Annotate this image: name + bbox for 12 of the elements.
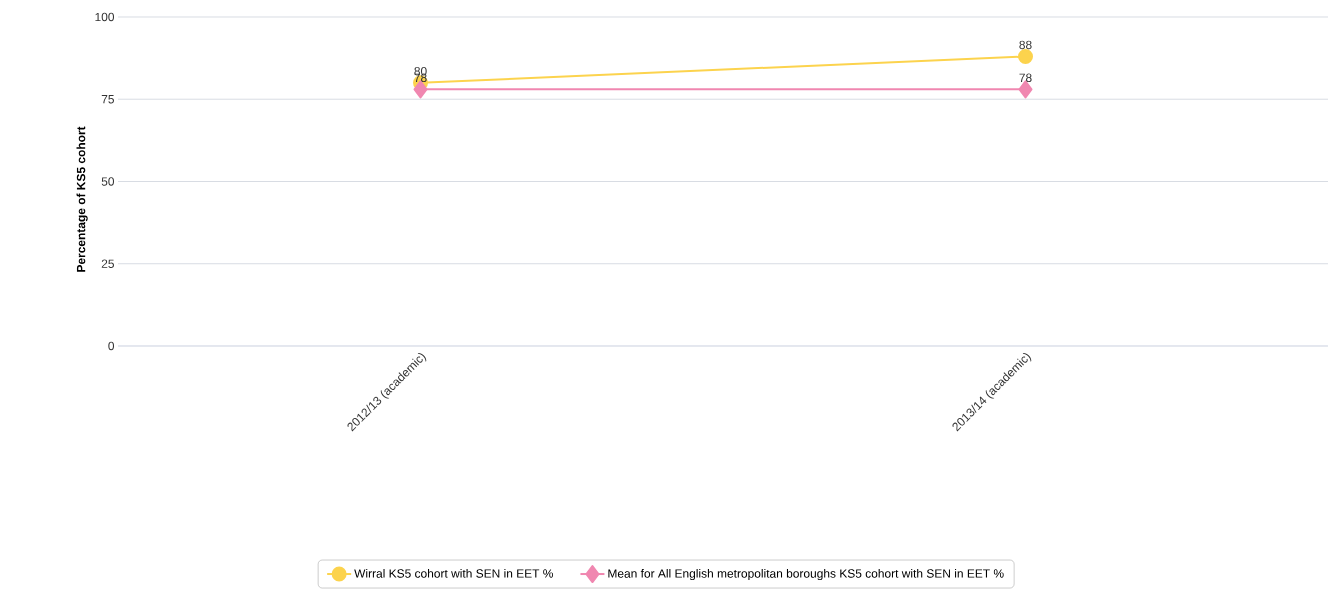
- data-label: 88: [1019, 40, 1032, 50]
- y-tick-label: 75: [101, 95, 114, 104]
- point: [1018, 80, 1033, 99]
- point: [413, 80, 428, 99]
- y-tick-label: 0: [108, 341, 115, 351]
- data-label: 78: [1019, 73, 1032, 83]
- legend-label: Wirral KS5 cohort with SEN in EET %: [354, 568, 553, 578]
- y-tick-label: 100: [95, 12, 115, 22]
- y-tick-label: 50: [101, 177, 115, 186]
- y-tick-label: 25: [101, 259, 114, 268]
- y-axis-title: Percentage of KS5 cohort: [76, 126, 88, 272]
- legend-label: Mean for All English metropolitan boroughs KS5 cohort with SEN in EET %: [608, 568, 1004, 581]
